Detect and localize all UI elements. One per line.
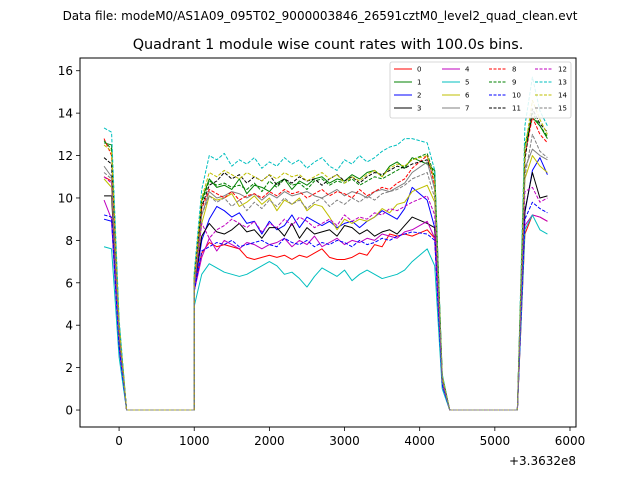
- x-tick-label: 0: [115, 434, 123, 448]
- x-tick-label: 5000: [480, 434, 511, 448]
- y-axis-ticks: 0 2 4 6 8 10 12 14 16: [58, 64, 80, 418]
- x-tick-label: 1000: [179, 434, 210, 448]
- legend-label-15: 15: [558, 105, 567, 113]
- y-tick-label: 16: [58, 64, 73, 78]
- y-tick-label: 8: [65, 234, 73, 248]
- x-axis-ticks: 0 1000 2000 3000 4000 5000 6000: [115, 427, 585, 448]
- y-tick-label: 12: [58, 149, 73, 163]
- legend-label-2: 2: [417, 92, 421, 100]
- y-tick-label: 4: [65, 319, 73, 333]
- series-line-14: [103, 99, 548, 411]
- legend-label-7: 7: [465, 105, 469, 113]
- x-tick-label: 3000: [329, 434, 360, 448]
- legend-label-12: 12: [558, 66, 567, 74]
- series-line-11: [103, 108, 548, 411]
- x-axis-offset-label: +3.3632e8: [509, 454, 576, 468]
- series-line-6: [103, 155, 548, 411]
- legend-label-8: 8: [512, 66, 516, 74]
- legend-label-10: 10: [512, 92, 521, 100]
- y-tick-label: 0: [65, 404, 73, 418]
- legend-label-9: 9: [512, 79, 516, 87]
- series-line-13: [103, 76, 548, 411]
- series-line-15: [103, 133, 548, 411]
- series-line-4: [103, 199, 548, 411]
- x-tick-label: 2000: [254, 434, 285, 448]
- legend-label-11: 11: [512, 105, 521, 113]
- legend-label-0: 0: [417, 66, 421, 74]
- legend-label-1: 1: [417, 79, 421, 87]
- legend-box: [389, 61, 572, 119]
- legend-label-4: 4: [465, 66, 470, 74]
- y-tick-label: 10: [58, 191, 73, 205]
- legend-label-6: 6: [465, 92, 470, 100]
- series-line-10: [103, 201, 548, 411]
- chart-title: Quadrant 1 module wise count rates with …: [133, 37, 524, 53]
- x-tick-label: 4000: [404, 434, 435, 448]
- series-lines: [103, 76, 548, 411]
- y-tick-label: 14: [58, 107, 73, 121]
- series-line-8: [103, 116, 548, 411]
- legend-label-13: 13: [558, 79, 567, 87]
- series-line-3: [104, 172, 548, 411]
- y-tick-label: 2: [65, 361, 73, 375]
- legend-label-3: 3: [417, 105, 421, 113]
- x-tick-label: 6000: [555, 434, 586, 448]
- series-line-9: [103, 112, 548, 411]
- plot-frame: [79, 57, 577, 428]
- y-tick-label: 6: [65, 276, 73, 290]
- legend-label-14: 14: [558, 92, 567, 100]
- legend-label-5: 5: [465, 79, 469, 87]
- series-line-7: [103, 148, 548, 411]
- chart-suptitle: Data file: modeM0/AS1A09_095T02_90000038…: [63, 9, 578, 23]
